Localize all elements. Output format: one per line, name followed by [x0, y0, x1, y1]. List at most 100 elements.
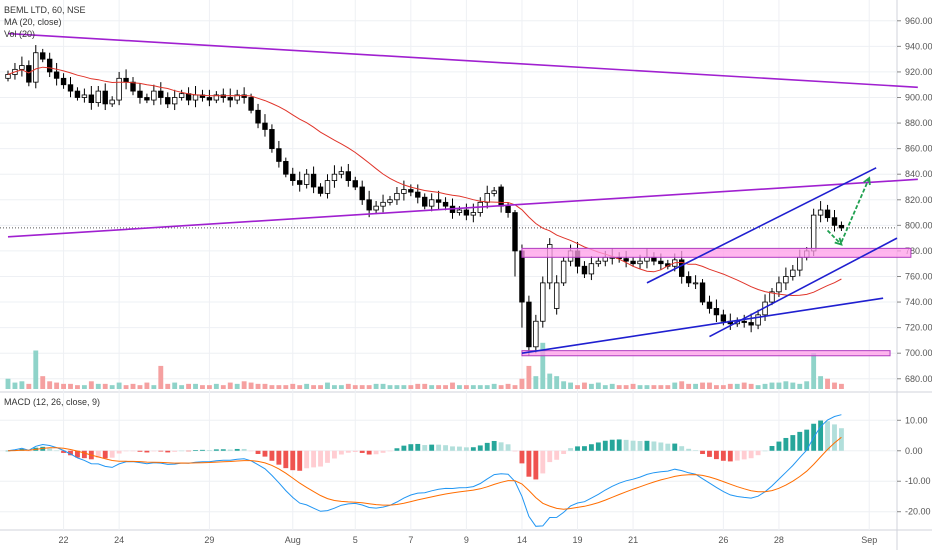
candle-body — [519, 250, 525, 303]
macd-histogram-bar — [547, 450, 553, 463]
volume-bar — [373, 383, 379, 389]
candle-body — [67, 84, 74, 92]
volume-bar — [679, 381, 685, 389]
volume-bar — [366, 385, 372, 389]
x-tick-label: 9 — [464, 535, 469, 545]
candle-body — [33, 52, 39, 83]
volume-bar — [415, 383, 421, 389]
volume-bar — [713, 385, 719, 389]
candle-body — [109, 99, 115, 105]
macd-histogram-bar — [832, 424, 837, 451]
volume-bar — [338, 385, 344, 389]
macd-histogram-bar — [262, 450, 268, 457]
macd-histogram-bar — [575, 446, 580, 451]
volume-bar — [331, 385, 337, 389]
macd-histogram-bar — [234, 448, 240, 451]
volume-bar — [693, 383, 699, 389]
volume-bar — [602, 385, 608, 389]
candle-body — [192, 94, 199, 101]
macd-histogram-bar — [512, 450, 518, 452]
x-tick-label: 7 — [408, 535, 413, 545]
macd-histogram-bar — [498, 442, 504, 451]
macd-histogram-bar — [109, 450, 115, 458]
candle-body — [498, 186, 504, 207]
macd-y-tick-label: 10.00 — [905, 415, 928, 425]
projection-arrow-down-head — [834, 237, 843, 246]
candle-body — [144, 97, 150, 101]
macd-histogram-bar — [193, 450, 198, 451]
volume-bar — [526, 365, 532, 389]
x-tick-label: 21 — [628, 535, 638, 545]
candle-body — [178, 93, 185, 98]
volume-bar — [637, 385, 643, 389]
candle-body — [19, 65, 25, 70]
volume-bar — [741, 382, 747, 389]
candle-body — [533, 320, 539, 348]
candle-body — [387, 199, 393, 203]
volume-bar — [109, 385, 115, 389]
volume-bar — [88, 381, 94, 389]
candle-body — [713, 308, 720, 316]
macd-histogram-bar — [769, 446, 775, 451]
candle-body — [234, 94, 240, 101]
macd-histogram-bar — [345, 450, 351, 453]
volume-bar — [387, 385, 393, 389]
volume-bar — [19, 381, 25, 389]
macd-histogram-bar — [297, 450, 303, 471]
candle-body — [838, 224, 845, 229]
volume-bar — [75, 385, 80, 389]
volume-bar — [61, 383, 66, 389]
volume-bar — [172, 382, 178, 389]
candle-body — [560, 260, 567, 284]
volume-bar — [512, 385, 518, 389]
macd-histogram-bar — [790, 435, 796, 451]
candle-body — [547, 244, 553, 284]
macd-histogram-bar — [61, 450, 66, 453]
candle-body — [435, 199, 442, 203]
volume-bar — [359, 385, 365, 389]
volume-bar — [213, 383, 219, 389]
macd-y-tick-label: -10.00 — [905, 476, 931, 486]
candle-body — [213, 94, 220, 101]
volume-bar — [720, 385, 726, 389]
candle-body — [151, 90, 157, 101]
volume-bar — [769, 382, 775, 389]
projection-arrow-down — [826, 229, 843, 246]
macd-histogram-bar — [797, 431, 803, 451]
volume-bar — [179, 385, 185, 389]
candle-body — [623, 258, 629, 262]
macd-histogram-bar — [630, 440, 636, 451]
macd-histogram-bar — [47, 448, 53, 451]
candle-body — [331, 173, 338, 182]
candle-body — [755, 314, 761, 326]
volume-bar — [630, 383, 636, 389]
volume-bar — [248, 382, 254, 389]
y-tick-label: 920.00 — [905, 67, 932, 77]
macd-histogram-bar — [644, 440, 650, 451]
macd-histogram-bar — [206, 450, 212, 451]
candle-body — [241, 94, 247, 98]
candle-body — [95, 90, 101, 104]
volume-bar — [47, 381, 53, 389]
volume-bar — [450, 382, 455, 389]
macd-y-tick-label: -20.00 — [905, 507, 931, 517]
volume-bar — [540, 342, 546, 389]
volume-bar — [123, 385, 129, 389]
macd-histogram-bar — [325, 450, 330, 463]
volume-bar — [144, 382, 150, 389]
x-tick-label: 22 — [59, 535, 69, 545]
macd-histogram-bar — [839, 428, 844, 451]
volume-bar — [151, 385, 157, 389]
y-tick-label: 680.00 — [905, 374, 932, 384]
candle-body — [102, 90, 108, 105]
macd-histogram-bar — [102, 450, 108, 459]
volume-bar — [498, 385, 504, 389]
candle-body — [630, 260, 636, 265]
x-tick-label: 14 — [517, 535, 527, 545]
rising-resistance-trendline — [7, 178, 918, 238]
macd-histogram-bar — [804, 429, 810, 451]
candle-body — [706, 301, 713, 309]
macd-histogram-bar — [463, 447, 469, 451]
volume-bar — [304, 383, 310, 389]
y-tick-label: 840.00 — [905, 169, 932, 179]
